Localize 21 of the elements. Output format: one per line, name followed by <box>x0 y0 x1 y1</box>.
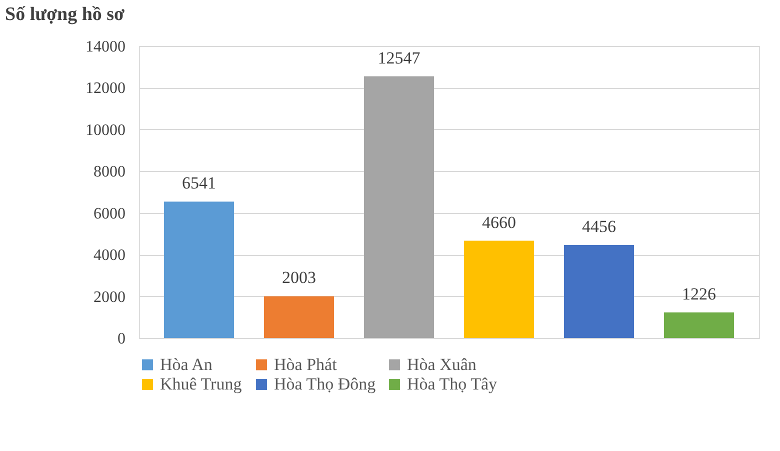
legend-label: Hòa Phát <box>274 354 338 374</box>
y-tick-label: 6000 <box>94 205 126 222</box>
y-tick-label: 14000 <box>86 38 126 56</box>
y-tick-label: 4000 <box>94 247 126 264</box>
y-tick-label: 2000 <box>94 288 126 306</box>
legend-label: Hòa An <box>160 354 213 374</box>
y-tick-label: 8000 <box>94 164 126 181</box>
chart-title: Số lượng hồ sơ <box>5 4 126 25</box>
legend-label: Khuê Trung <box>160 374 242 394</box>
data-label: 2003 <box>282 268 316 288</box>
data-label: 12547 <box>378 48 421 68</box>
y-tick-label: 0 <box>118 330 126 348</box>
data-label: 1226 <box>682 284 716 304</box>
y-tick-label: 12000 <box>86 80 126 98</box>
data-label: 6541 <box>182 174 216 193</box>
legend-label: Hòa Thọ Tây <box>407 374 498 394</box>
y-tick-label: 10000 <box>86 122 126 139</box>
data-label: 4660 <box>482 212 516 232</box>
data-label: 4456 <box>582 217 616 236</box>
legend-label: Hòa Xuân <box>407 354 477 374</box>
legend-label: Hòa Thọ Đông <box>274 374 376 394</box>
